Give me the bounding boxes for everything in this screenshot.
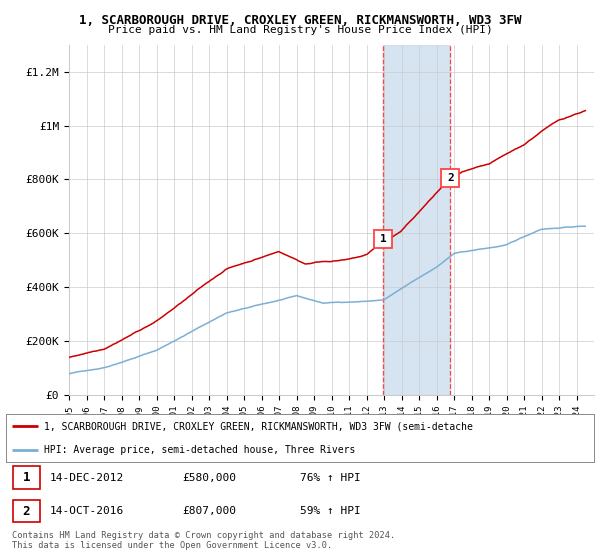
Text: 14-OCT-2016: 14-OCT-2016: [50, 506, 124, 516]
Text: HPI: Average price, semi-detached house, Three Rivers: HPI: Average price, semi-detached house,…: [44, 445, 356, 455]
Bar: [383, 45, 451, 395]
Text: 1: 1: [23, 471, 30, 484]
Text: 2: 2: [23, 505, 30, 517]
Text: 59% ↑ HPI: 59% ↑ HPI: [300, 506, 361, 516]
Text: Price paid vs. HM Land Registry's House Price Index (HPI): Price paid vs. HM Land Registry's House …: [107, 25, 493, 35]
Text: 76% ↑ HPI: 76% ↑ HPI: [300, 473, 361, 483]
Text: 1, SCARBOROUGH DRIVE, CROXLEY GREEN, RICKMANSWORTH, WD3 3FW: 1, SCARBOROUGH DRIVE, CROXLEY GREEN, RIC…: [79, 14, 521, 27]
Text: £807,000: £807,000: [182, 506, 236, 516]
Text: 2: 2: [447, 172, 454, 183]
Bar: [13, 466, 40, 489]
Text: 1, SCARBOROUGH DRIVE, CROXLEY GREEN, RICKMANSWORTH, WD3 3FW (semi-detache: 1, SCARBOROUGH DRIVE, CROXLEY GREEN, RIC…: [44, 421, 473, 431]
Text: Contains HM Land Registry data © Crown copyright and database right 2024.
This d: Contains HM Land Registry data © Crown c…: [12, 531, 395, 550]
Text: £580,000: £580,000: [182, 473, 236, 483]
Text: 14-DEC-2012: 14-DEC-2012: [50, 473, 124, 483]
Bar: [13, 500, 40, 522]
Text: 1: 1: [380, 234, 386, 244]
